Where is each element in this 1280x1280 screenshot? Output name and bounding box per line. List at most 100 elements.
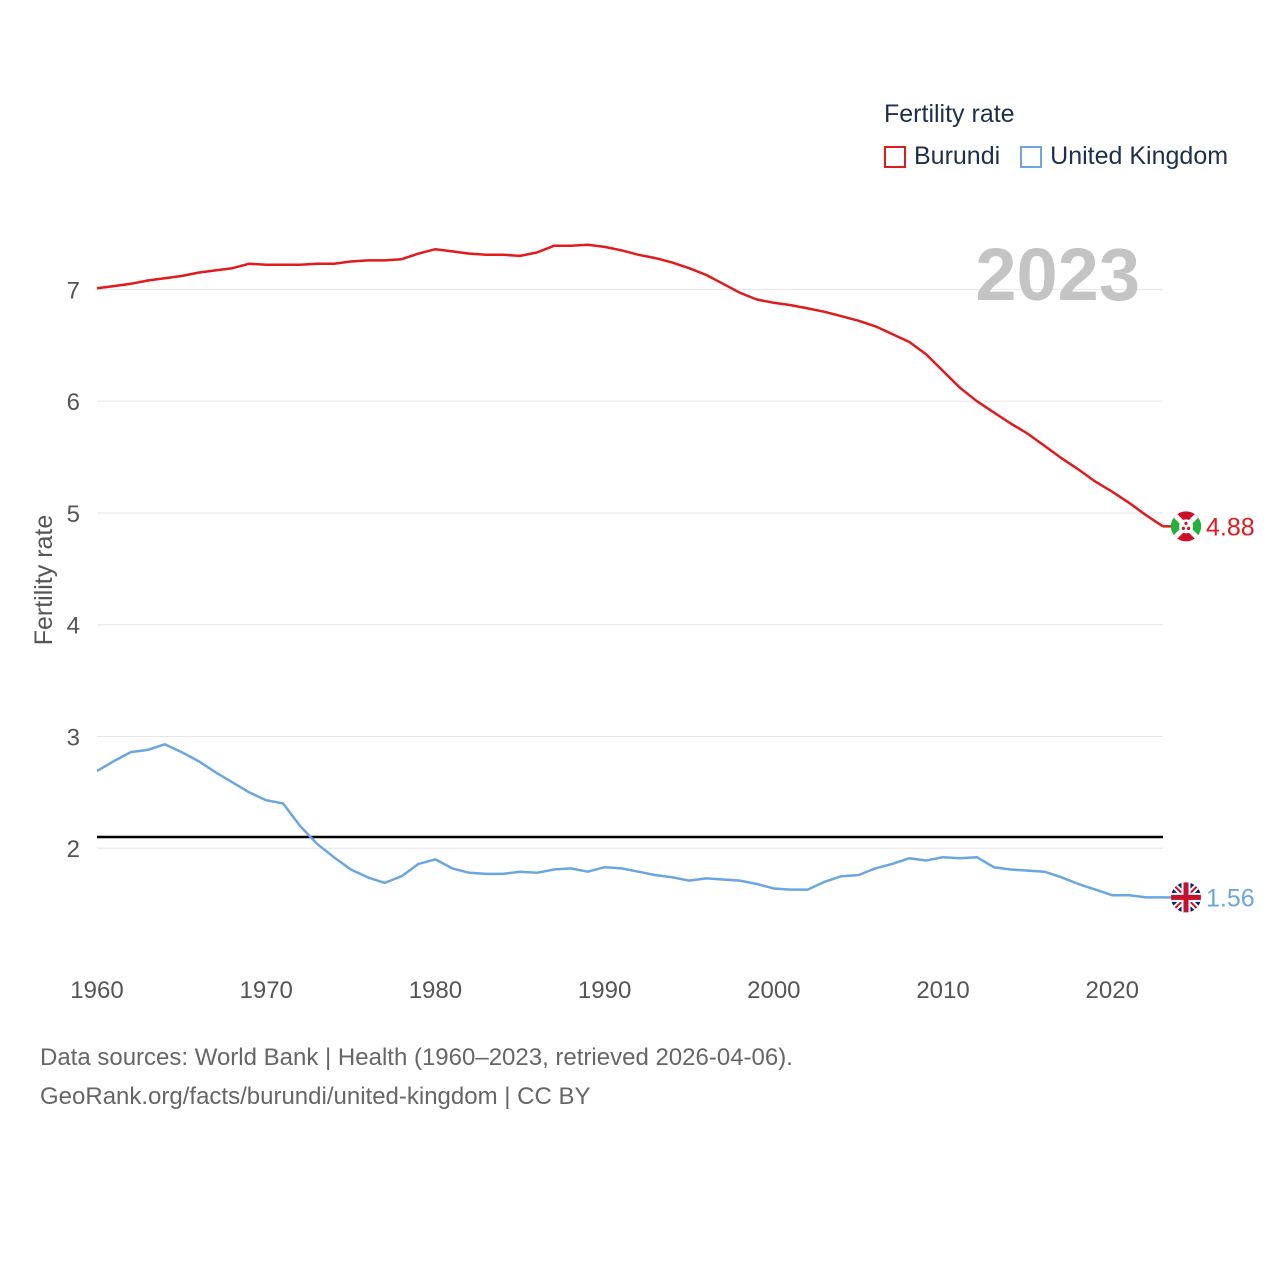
data-point-burundi-1997 [721, 282, 725, 286]
y-axis-title: Fertility rate [30, 515, 58, 646]
data-point-burundi-2015 [1026, 432, 1030, 436]
x-tick-label-1960: 1960 [70, 977, 123, 1004]
data-point-burundi-1962 [129, 282, 133, 286]
data-point-united-kingdom-2005 [856, 873, 860, 877]
y-tick-label-7: 7 [67, 277, 80, 304]
data-point-burundi-1972 [298, 263, 302, 267]
data-point-burundi-1995 [687, 266, 691, 270]
data-point-burundi-1979 [416, 252, 420, 256]
data-point-burundi-1973 [315, 262, 319, 266]
data-point-burundi-2009 [924, 352, 928, 356]
legend-item-united-kingdom[interactable]: United Kingdom [1020, 142, 1228, 171]
data-point-united-kingdom-2004 [840, 874, 844, 878]
data-point-united-kingdom-1988 [569, 866, 573, 870]
data-point-burundi-1970 [264, 263, 268, 267]
data-point-united-kingdom-1984 [501, 872, 505, 876]
data-point-burundi-2001 [789, 303, 793, 307]
data-point-burundi-1978 [400, 257, 404, 261]
data-point-united-kingdom-1991 [620, 866, 624, 870]
data-point-burundi-1980 [433, 247, 437, 251]
data-point-burundi-2004 [840, 314, 844, 318]
data-point-burundi-1975 [349, 259, 353, 263]
data-point-united-kingdom-1963 [146, 748, 150, 752]
data-point-united-kingdom-2020 [1110, 893, 1114, 897]
year-label: 2023 [975, 233, 1140, 316]
data-point-burundi-1964 [163, 276, 167, 280]
legend-item-burundi[interactable]: Burundi [884, 142, 1000, 171]
data-point-burundi-1986 [535, 251, 539, 255]
data-point-united-kingdom-1978 [400, 874, 404, 878]
data-point-burundi-2008 [907, 340, 911, 344]
data-point-burundi-2019 [1093, 480, 1097, 484]
data-point-united-kingdom-1968 [230, 780, 234, 784]
data-point-burundi-2006 [873, 324, 877, 328]
data-point-burundi-1960 [95, 286, 99, 290]
data-point-united-kingdom-2021 [1127, 893, 1131, 897]
data-point-burundi-1984 [501, 253, 505, 257]
data-point-burundi-1987 [552, 244, 556, 248]
data-point-united-kingdom-2022 [1144, 895, 1148, 899]
series-line-burundi [96, 243, 1164, 528]
data-point-united-kingdom-1960 [95, 769, 99, 773]
data-point-united-kingdom-1998 [738, 879, 742, 883]
data-point-united-kingdom-2015 [1026, 869, 1030, 873]
data-point-united-kingdom-1977 [383, 881, 387, 885]
data-point-burundi-1965 [180, 274, 184, 278]
data-point-united-kingdom-1969 [247, 790, 251, 794]
data-point-united-kingdom-2019 [1093, 888, 1097, 892]
data-point-burundi-1967 [213, 268, 217, 272]
data-point-burundi-1988 [569, 244, 573, 248]
data-point-united-kingdom-1961 [112, 759, 116, 763]
data-point-united-kingdom-1976 [366, 875, 370, 879]
data-point-burundi-1998 [738, 291, 742, 295]
data-point-united-kingdom-2014 [1009, 867, 1013, 871]
data-point-burundi-1961 [112, 284, 116, 288]
data-point-united-kingdom-1985 [518, 870, 522, 874]
data-point-burundi-2011 [958, 386, 962, 390]
y-tick-label-2: 2 [67, 836, 80, 863]
data-point-united-kingdom-1986 [535, 871, 539, 875]
legend-label-united-kingdom: United Kingdom [1050, 142, 1229, 170]
data-point-burundi-1981 [450, 249, 454, 253]
data-point-burundi-1985 [518, 254, 522, 258]
data-point-united-kingdom-1979 [416, 862, 420, 866]
data-point-united-kingdom-2012 [975, 855, 979, 859]
data-point-united-kingdom-1989 [586, 870, 590, 874]
legend-label-burundi: Burundi [914, 142, 1001, 170]
y-tick-label-3: 3 [67, 724, 80, 751]
data-point-united-kingdom-1982 [467, 871, 471, 875]
data-point-united-kingdom-1975 [349, 867, 353, 871]
data-point-burundi-1968 [230, 266, 234, 270]
data-point-united-kingdom-1987 [552, 867, 556, 871]
data-point-united-kingdom-2017 [1059, 875, 1063, 879]
x-tick-label-2020: 2020 [1086, 977, 1139, 1004]
data-point-united-kingdom-1993 [653, 873, 657, 877]
data-point-united-kingdom-2001 [789, 888, 793, 892]
data-point-united-kingdom-1999 [755, 882, 759, 886]
data-point-burundi-1983 [484, 253, 488, 257]
data-point-united-kingdom-1983 [484, 872, 488, 876]
x-tick-label-2000: 2000 [747, 977, 800, 1004]
data-point-burundi-2003 [823, 310, 827, 314]
data-point-united-kingdom-1966 [197, 759, 201, 763]
data-point-united-kingdom-2013 [992, 865, 996, 869]
data-point-burundi-2012 [975, 399, 979, 403]
data-point-united-kingdom-2018 [1076, 882, 1080, 886]
data-point-burundi-1996 [704, 273, 708, 277]
data-point-united-kingdom-1996 [704, 876, 708, 880]
data-point-burundi-2021 [1127, 501, 1131, 505]
x-tick-label-2010: 2010 [916, 977, 969, 1004]
flag-icon-burundi [1171, 511, 1201, 542]
data-point-united-kingdom-1965 [180, 750, 184, 754]
end-value-label-burundi: 4.88 [1206, 513, 1255, 541]
attribution-link[interactable]: GeoRank.org/facts/burundi/united-kingdom… [40, 1083, 591, 1110]
data-point-united-kingdom-1974 [332, 855, 336, 859]
data-point-burundi-1971 [281, 263, 285, 267]
data-point-burundi-1966 [197, 271, 201, 275]
data-point-burundi-1993 [653, 256, 657, 260]
data-point-burundi-1994 [670, 261, 674, 265]
data-point-united-kingdom-1997 [721, 878, 725, 882]
legend-title: Fertility rate [884, 100, 1015, 128]
